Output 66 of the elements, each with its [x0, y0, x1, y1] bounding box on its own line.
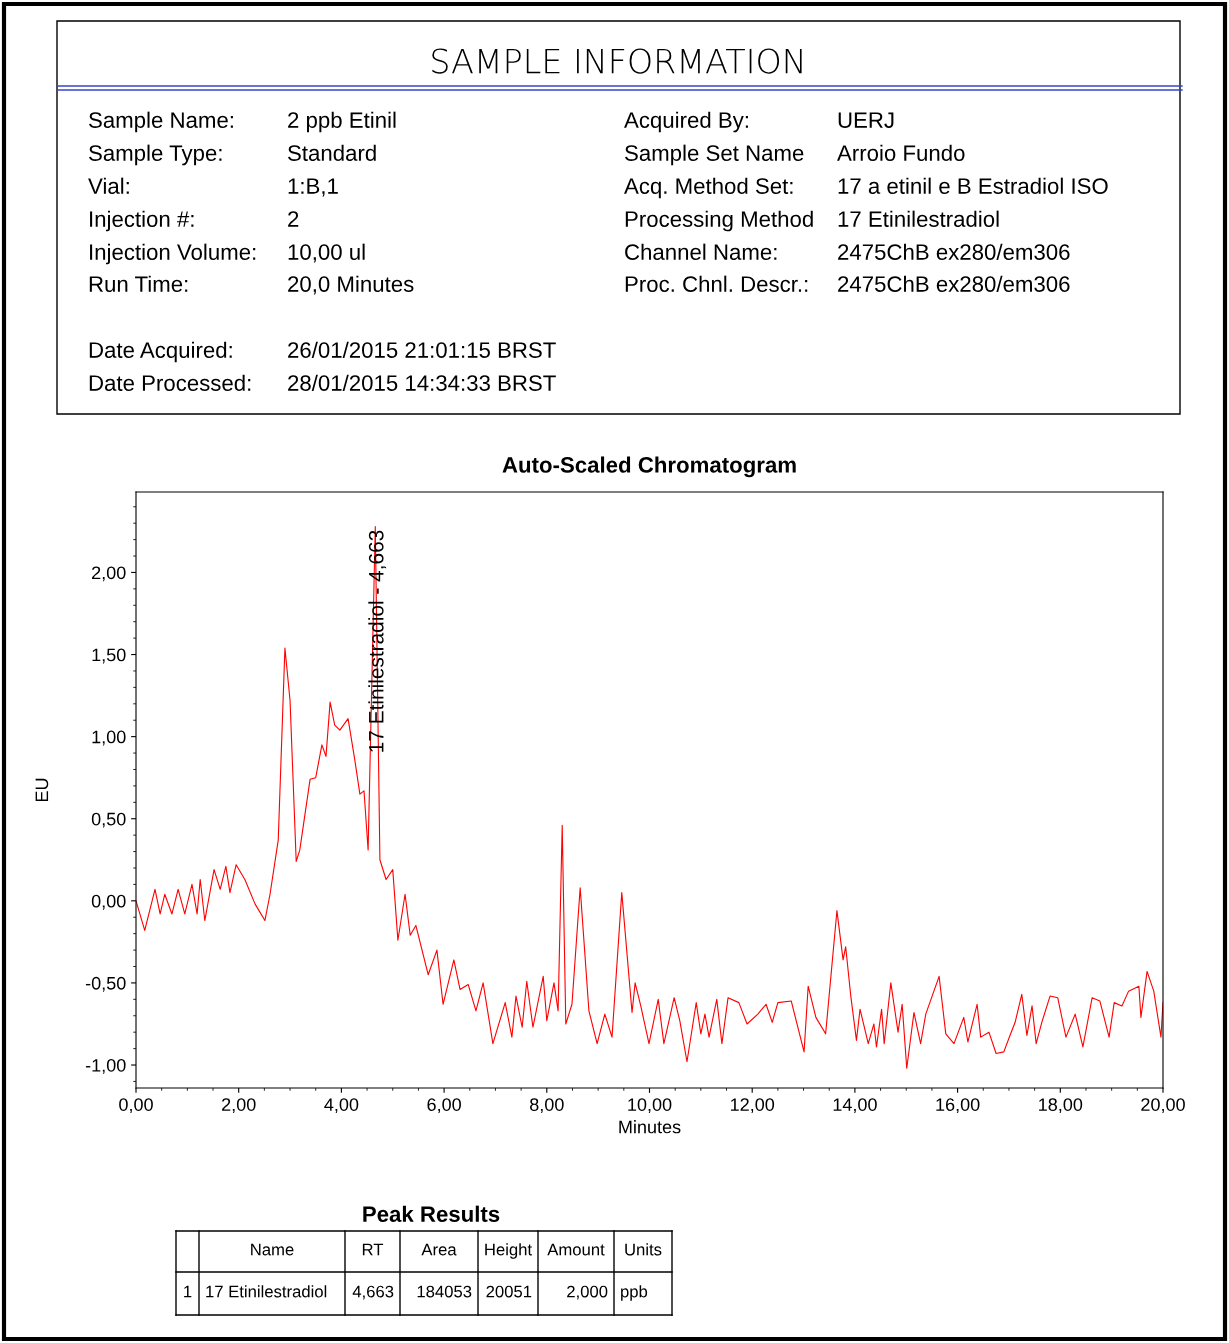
- y-tick-label: 1,00: [92, 730, 126, 746]
- text: Injection Volume:: [90, 243, 256, 265]
- text: Standard: [288, 144, 376, 161]
- text: 17 Etinilestradiol: [206, 1285, 327, 1298]
- text: Date Processed:: [89, 374, 251, 391]
- text: Height: [485, 1243, 532, 1259]
- text: Run Time:: [89, 275, 188, 292]
- y-tick-label: 0,50: [91, 812, 126, 828]
- text: 17 Etinilestradiol: [838, 210, 999, 227]
- x-tick-label: 18,00: [1039, 1098, 1083, 1114]
- text: Vial:: [88, 177, 129, 194]
- text: Arroio Fundo: [837, 144, 965, 161]
- text: 184053: [417, 1285, 472, 1298]
- text: Name: [251, 1243, 294, 1256]
- text: Sample Type:: [89, 144, 222, 166]
- x-tick-label: 4,00: [324, 1098, 359, 1114]
- text: SAMPLE INFORMATION: [432, 48, 802, 74]
- text: Injection #:: [90, 210, 194, 232]
- text: 2475ChB ex280/em306: [838, 243, 1070, 260]
- text: Proc. Chnl. Descr.:: [625, 275, 808, 292]
- text: Amount: [547, 1243, 605, 1256]
- y-tick-label: 1,50: [92, 648, 126, 664]
- text: 4,663: [352, 1285, 394, 1300]
- text: Sample Set Name: [625, 144, 804, 166]
- text: Channel Name:: [625, 243, 777, 260]
- text: 26/01/2015 21:01:15 BRST: [288, 341, 556, 358]
- text: Peak Results: [363, 1205, 500, 1222]
- text: 2: [288, 211, 299, 227]
- text: 10,00 ul: [288, 243, 365, 263]
- text: 2 ppb Etinil: [288, 111, 396, 133]
- x-tick-label: 8,00: [530, 1098, 564, 1114]
- x-tick-label: 16,00: [936, 1098, 980, 1114]
- y-axis-title: EU: [35, 778, 49, 802]
- text: Acq. Method Set:: [624, 177, 793, 199]
- x-tick-label: 20,00: [1141, 1098, 1185, 1114]
- text: ppb: [621, 1285, 648, 1301]
- y-tick-label: 2,00: [92, 566, 126, 582]
- text: Sample Name:: [89, 111, 233, 133]
- text: Processing Method: [625, 210, 813, 232]
- y-tick-label: -1,00: [85, 1058, 126, 1074]
- text: Acquired By:: [624, 111, 748, 133]
- x-tick-label: 6,00: [427, 1098, 461, 1114]
- text: RT: [362, 1243, 384, 1256]
- text: UERJ: [838, 112, 894, 128]
- x-tick-label: 12,00: [730, 1098, 775, 1114]
- line-series: [136, 525, 1163, 1069]
- x-tick-label: 10,00: [628, 1098, 672, 1114]
- x-tick-label: 0,00: [119, 1098, 153, 1114]
- y-tick-label: -0,50: [85, 976, 126, 992]
- text: 2,000: [567, 1285, 608, 1300]
- text: 1:B,1: [288, 178, 338, 197]
- chart-title: Auto-Scaled Chromatogram: [502, 456, 796, 478]
- text: 20,0 Minutes: [288, 275, 414, 295]
- text: 2475ChB ex280/em306: [838, 275, 1070, 292]
- x-tick-label: 2,00: [222, 1098, 256, 1114]
- text: 1: [184, 1285, 192, 1298]
- y-tick-label: 0,00: [91, 894, 126, 910]
- text: 20051: [486, 1285, 532, 1298]
- text: Area: [421, 1243, 457, 1256]
- annotation: 17 Etinilestradiol - 4,663: [368, 530, 387, 752]
- x-axis-title: Minutes: [619, 1120, 681, 1134]
- text: Date Acquired:: [89, 341, 232, 363]
- text: 28/01/2015 14:34:33 BRST: [288, 374, 556, 391]
- text: Units: [625, 1243, 662, 1256]
- x-tick-label: 14,00: [833, 1098, 877, 1114]
- text: 17 a etinil e B Estradiol ISO: [838, 177, 1108, 194]
